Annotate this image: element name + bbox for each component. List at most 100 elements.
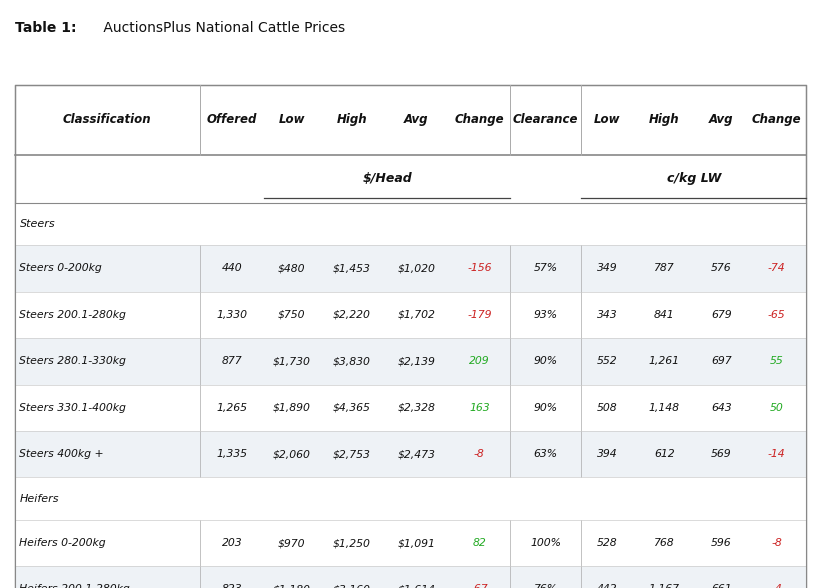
Text: -74: -74 (768, 263, 786, 273)
Text: 569: 569 (711, 449, 732, 459)
Text: Heifers 200.1-280kg: Heifers 200.1-280kg (19, 584, 130, 588)
Text: $750: $750 (278, 310, 305, 320)
Text: 552: 552 (597, 356, 617, 366)
Text: $3,160: $3,160 (333, 584, 370, 588)
Text: $/Head: $/Head (362, 172, 412, 185)
Text: Heifers: Heifers (20, 493, 59, 504)
Text: $480: $480 (278, 263, 305, 273)
Text: Table 1:: Table 1: (15, 21, 76, 35)
Text: -8: -8 (474, 449, 484, 459)
Text: Steers 280.1-330kg: Steers 280.1-330kg (19, 356, 126, 366)
Text: $1,180: $1,180 (273, 584, 311, 588)
Text: -65: -65 (768, 310, 786, 320)
Text: 343: 343 (597, 310, 617, 320)
Text: 55: 55 (770, 356, 784, 366)
Text: $1,614: $1,614 (397, 584, 435, 588)
Bar (15, 477, 806, 520)
Text: c/kg LW: c/kg LW (667, 172, 721, 185)
Bar (15, 292, 806, 338)
Text: 697: 697 (711, 356, 732, 366)
Text: Heifers 0-200kg: Heifers 0-200kg (19, 538, 106, 548)
Text: Offered: Offered (207, 113, 257, 126)
Bar (15, 203, 806, 245)
Text: 596: 596 (711, 538, 732, 548)
Text: Classification: Classification (63, 113, 152, 126)
Text: $1,250: $1,250 (333, 538, 370, 548)
Text: 50: 50 (770, 403, 784, 413)
Text: High: High (649, 113, 680, 126)
Text: 57%: 57% (534, 263, 557, 273)
Text: 1,261: 1,261 (649, 356, 680, 366)
Text: Change: Change (455, 113, 504, 126)
Text: $2,139: $2,139 (397, 356, 435, 366)
Text: 90%: 90% (534, 356, 557, 366)
Text: 442: 442 (597, 584, 617, 588)
Text: 1,330: 1,330 (217, 310, 248, 320)
Text: 1,167: 1,167 (649, 584, 680, 588)
Text: Low: Low (278, 113, 305, 126)
Text: 508: 508 (597, 403, 617, 413)
Text: -179: -179 (467, 310, 492, 320)
Text: 787: 787 (654, 263, 675, 273)
Bar (15, 520, 806, 566)
Text: $2,753: $2,753 (333, 449, 370, 459)
Text: 63%: 63% (534, 449, 557, 459)
Text: 394: 394 (597, 449, 617, 459)
Text: 528: 528 (597, 538, 617, 548)
Text: 82: 82 (472, 538, 486, 548)
Text: $1,702: $1,702 (397, 310, 435, 320)
Text: $2,328: $2,328 (397, 403, 435, 413)
Text: High: High (337, 113, 367, 126)
Text: $2,060: $2,060 (273, 449, 311, 459)
Text: -14: -14 (768, 449, 786, 459)
Text: AuctionsPlus National Cattle Prices: AuctionsPlus National Cattle Prices (99, 21, 345, 35)
Bar (15, 338, 806, 385)
Text: Clearance: Clearance (513, 113, 579, 126)
Text: 90%: 90% (534, 403, 557, 413)
Text: Steers 200.1-280kg: Steers 200.1-280kg (19, 310, 126, 320)
Text: Steers 400kg +: Steers 400kg + (19, 449, 103, 459)
Text: 1,265: 1,265 (217, 403, 248, 413)
Text: 1,148: 1,148 (649, 403, 680, 413)
Text: -8: -8 (772, 538, 782, 548)
Text: Low: Low (594, 113, 621, 126)
Text: Steers 330.1-400kg: Steers 330.1-400kg (19, 403, 126, 413)
Text: 163: 163 (469, 403, 489, 413)
Text: 349: 349 (597, 263, 617, 273)
Text: -4: -4 (772, 584, 782, 588)
Text: 209: 209 (469, 356, 489, 366)
Text: 661: 661 (711, 584, 732, 588)
Text: 100%: 100% (530, 538, 562, 548)
Text: 768: 768 (654, 538, 675, 548)
Text: 841: 841 (654, 310, 675, 320)
Text: 93%: 93% (534, 310, 557, 320)
Text: -156: -156 (467, 263, 492, 273)
Text: 76%: 76% (534, 584, 557, 588)
Text: -67: -67 (470, 584, 488, 588)
Bar (15, 385, 806, 431)
Text: $2,220: $2,220 (333, 310, 370, 320)
Text: 877: 877 (222, 356, 242, 366)
Text: $2,473: $2,473 (397, 449, 435, 459)
Bar (15, 245, 806, 292)
Text: 1,335: 1,335 (217, 449, 248, 459)
Text: $1,091: $1,091 (397, 538, 435, 548)
Bar (15, 431, 806, 477)
Text: 203: 203 (222, 538, 242, 548)
Text: $4,365: $4,365 (333, 403, 370, 413)
Text: $1,020: $1,020 (397, 263, 435, 273)
Text: 679: 679 (711, 310, 732, 320)
Text: Avg: Avg (404, 113, 429, 126)
Text: 576: 576 (711, 263, 732, 273)
Bar (15, 566, 806, 588)
Text: Steers 0-200kg: Steers 0-200kg (19, 263, 102, 273)
Text: $1,730: $1,730 (273, 356, 311, 366)
Text: $1,453: $1,453 (333, 263, 370, 273)
Text: 823: 823 (222, 584, 242, 588)
Text: $3,830: $3,830 (333, 356, 370, 366)
Text: Avg: Avg (709, 113, 733, 126)
Text: Steers: Steers (20, 219, 55, 229)
Text: Change: Change (752, 113, 801, 126)
Text: $970: $970 (278, 538, 305, 548)
Text: 643: 643 (711, 403, 732, 413)
